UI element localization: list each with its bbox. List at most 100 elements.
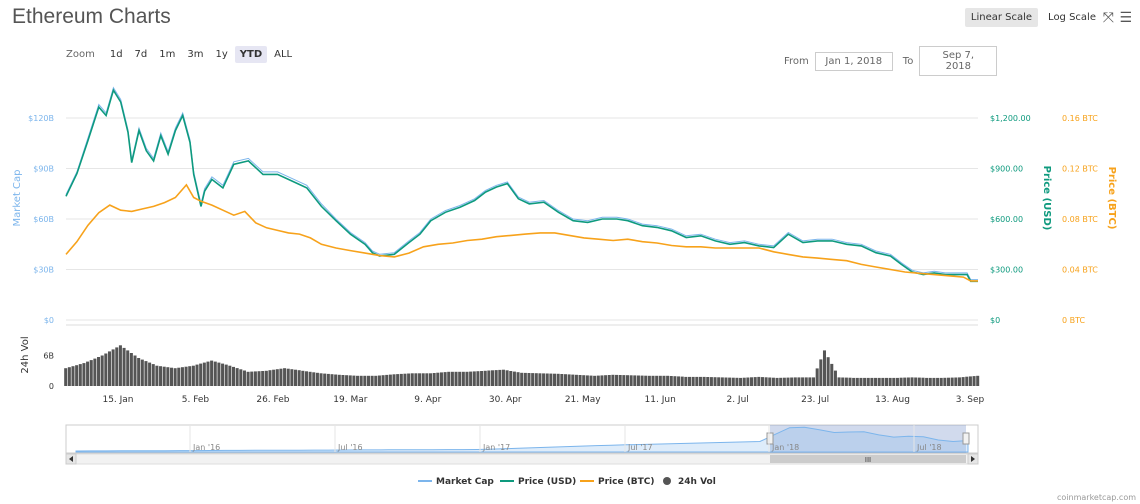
volume-tick-label: 0: [49, 382, 54, 391]
volume-bar: [217, 362, 221, 386]
volume-bar: [494, 370, 498, 386]
volume-bar: [224, 364, 228, 386]
zoom-all-button[interactable]: ALL: [274, 49, 293, 60]
x-tick-label: 19. Mar: [333, 395, 367, 405]
volume-bar: [589, 375, 593, 386]
volume-bar: [392, 374, 396, 386]
zoom-1m-button[interactable]: 1m: [159, 49, 176, 60]
volume-bar: [534, 373, 538, 386]
zoom-ytd-button[interactable]: YTD: [234, 46, 268, 63]
volume-bar: [717, 377, 721, 386]
volume-bar: [304, 371, 308, 386]
navigator-left-handle[interactable]: [766, 432, 774, 445]
volume-bar: [735, 377, 739, 386]
volume-bar: [432, 373, 436, 386]
volume-bar: [549, 373, 553, 386]
volume-bar: [498, 369, 502, 386]
x-tick-label: 11. Jun: [645, 395, 676, 405]
volume-bar: [666, 375, 670, 386]
volume-bar: [866, 377, 870, 386]
volume-bar: [793, 377, 797, 386]
volume-bar: [363, 375, 367, 386]
volume-bar: [775, 377, 779, 386]
price-usd-ticks: $0 $300.00 $600.00 $900.00 $1,200.00: [990, 114, 1031, 325]
price-btc-tick-label: 0.08 BTC: [1062, 215, 1098, 224]
menu-icon[interactable]: ☰: [1119, 10, 1132, 26]
volume-bar: [148, 362, 152, 386]
price-usd-tick-label: $600.00: [990, 215, 1023, 224]
volume-bar: [100, 355, 104, 386]
legend-item: Price (USD): [518, 477, 576, 487]
navigator-right-handle[interactable]: [962, 432, 970, 445]
volume-bar: [159, 366, 163, 386]
navigator-label: Jul '17: [627, 443, 653, 452]
volume-bar: [418, 373, 422, 386]
volume-bar: [695, 376, 699, 386]
volume-bar: [567, 374, 571, 386]
volume-bar: [246, 371, 250, 386]
volume-bar: [275, 369, 279, 386]
page-title: Ethereum Charts: [12, 5, 171, 28]
volume-bar: [439, 372, 443, 386]
legend-item: Market Cap: [436, 477, 494, 487]
volume-bar: [491, 370, 495, 386]
x-tick-label: 23. Jul: [801, 395, 829, 405]
volume-bar: [625, 375, 630, 386]
scrollbar-thumb[interactable]: [770, 455, 966, 463]
volume-bar: [319, 373, 323, 386]
volume-bar: [874, 377, 878, 386]
volume-bar: [210, 360, 214, 386]
volume-bar: [556, 373, 560, 386]
linear-scale-button[interactable]: Linear Scale: [964, 8, 1039, 27]
x-tick-label: 13. Aug: [875, 395, 910, 405]
volume-bar: [863, 377, 867, 386]
fullscreen-icon[interactable]: ⤧: [1102, 10, 1114, 26]
volume-ticks: 0 6B: [43, 352, 54, 392]
volume-bar: [166, 367, 170, 386]
volume-bar: [184, 366, 188, 386]
left-arrow-glyph: [69, 456, 73, 462]
volume-bar: [658, 375, 662, 386]
zoom-7d-button[interactable]: 7d: [134, 49, 148, 60]
volume-bar: [195, 364, 199, 386]
scrollbar[interactable]: III: [65, 453, 979, 465]
x-tick-label: 30. Apr: [489, 395, 522, 405]
volume-bar: [884, 377, 889, 386]
volume-bar: [582, 375, 586, 386]
volume-bar: [768, 377, 772, 386]
volume-bar: [279, 368, 283, 386]
volume-bar: [509, 371, 513, 386]
volume-bar: [97, 357, 101, 386]
volume-bar: [957, 377, 961, 386]
volume-bar: [133, 355, 137, 386]
zoom-3m-button[interactable]: 3m: [187, 49, 204, 60]
volume-bar: [286, 368, 290, 386]
volume-bar: [129, 353, 133, 386]
to-date-input[interactable]: Sep 7, 2018: [919, 46, 998, 76]
volume-bar: [501, 369, 505, 386]
volume-bar: [852, 377, 856, 386]
log-scale-button[interactable]: Log Scale: [1048, 12, 1096, 23]
zoom-1y-button[interactable]: 1y: [215, 49, 228, 60]
volume-bar: [757, 376, 761, 386]
volume-bar: [837, 377, 841, 386]
volume-bar: [385, 374, 389, 386]
grip-icon: III: [865, 456, 871, 464]
volume-bar: [213, 361, 217, 386]
price-btc-tick-label: 0.04 BTC: [1062, 266, 1098, 275]
volume-bar: [359, 375, 363, 386]
zoom-1d-button[interactable]: 1d: [109, 49, 123, 60]
volume-bar: [936, 377, 940, 386]
from-date-input[interactable]: Jan 1, 2018: [814, 51, 893, 71]
volume-bar: [239, 369, 243, 386]
navigator-label: Jul '16: [337, 443, 363, 452]
volume-bar: [542, 373, 546, 386]
volume-bar: [655, 375, 659, 386]
volume-bar: [647, 375, 651, 386]
zoom-label: Zoom: [66, 49, 95, 60]
volume-bar: [771, 377, 775, 386]
volume-bar: [553, 373, 557, 386]
navigator[interactable]: Jan '16 Jul '16 Jan '17 Jul '17 Jan '18 Jul '…: [65, 424, 979, 454]
volume-bar: [903, 377, 907, 386]
